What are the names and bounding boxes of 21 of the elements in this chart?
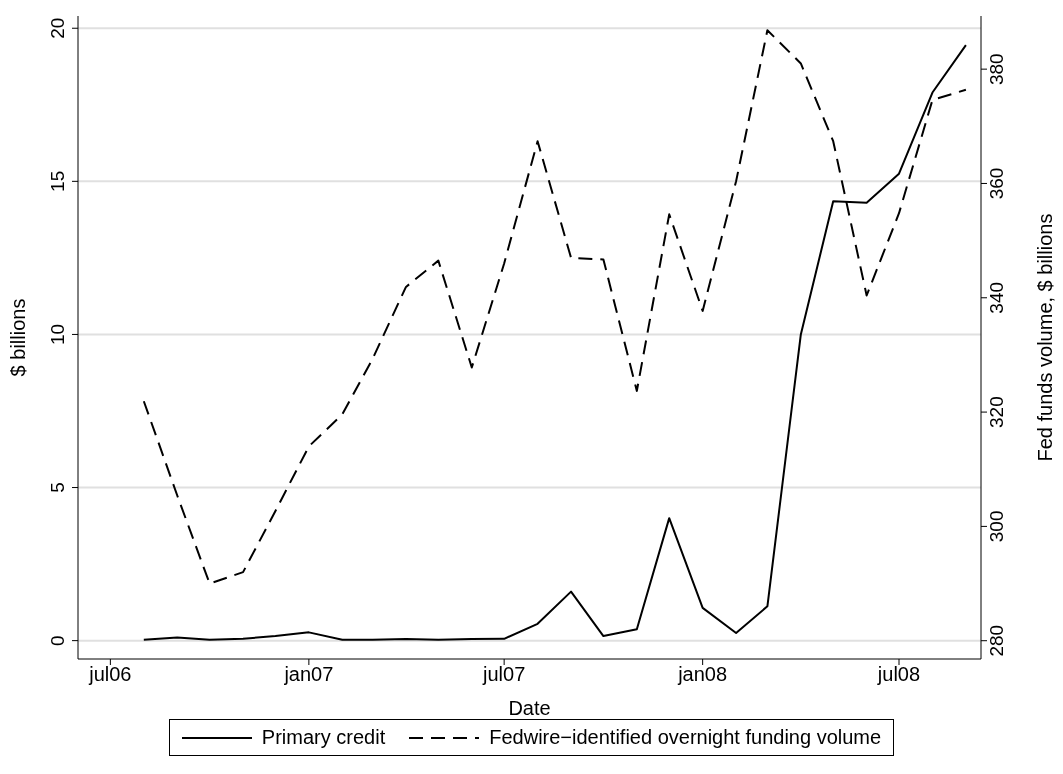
x-tick-label: jan08: [677, 663, 728, 686]
y2-tick-label: 320: [986, 396, 1007, 428]
legend-label: Fedwire−identified overnight funding volume: [488, 726, 882, 749]
y-tick-label: 0: [47, 635, 68, 646]
y-tick-label: 10: [47, 323, 68, 346]
y2-axis-title: Fed funds volume, $ billions: [1034, 213, 1057, 462]
y2-tick-label: 340: [986, 281, 1007, 314]
x-axis-title: Date: [508, 697, 551, 719]
y2-tick-label: 300: [986, 510, 1007, 543]
y-axis-title: $ billions: [7, 298, 30, 377]
legend-label: Primary credit: [260, 726, 386, 749]
x-tick-label: jul06: [88, 663, 132, 686]
y-tick-label: 15: [47, 170, 68, 192]
y2-tick-label: 360: [986, 167, 1007, 200]
x-tick-label: jan07: [283, 663, 334, 686]
y2-tick-label: 380: [986, 53, 1007, 86]
y-tick-label: 20: [47, 17, 68, 39]
y2-tick-label: 280: [986, 624, 1007, 657]
x-tick-label: jul07: [482, 663, 526, 686]
x-tick-label: jul08: [876, 663, 921, 686]
y-tick-label: 5: [47, 482, 68, 493]
